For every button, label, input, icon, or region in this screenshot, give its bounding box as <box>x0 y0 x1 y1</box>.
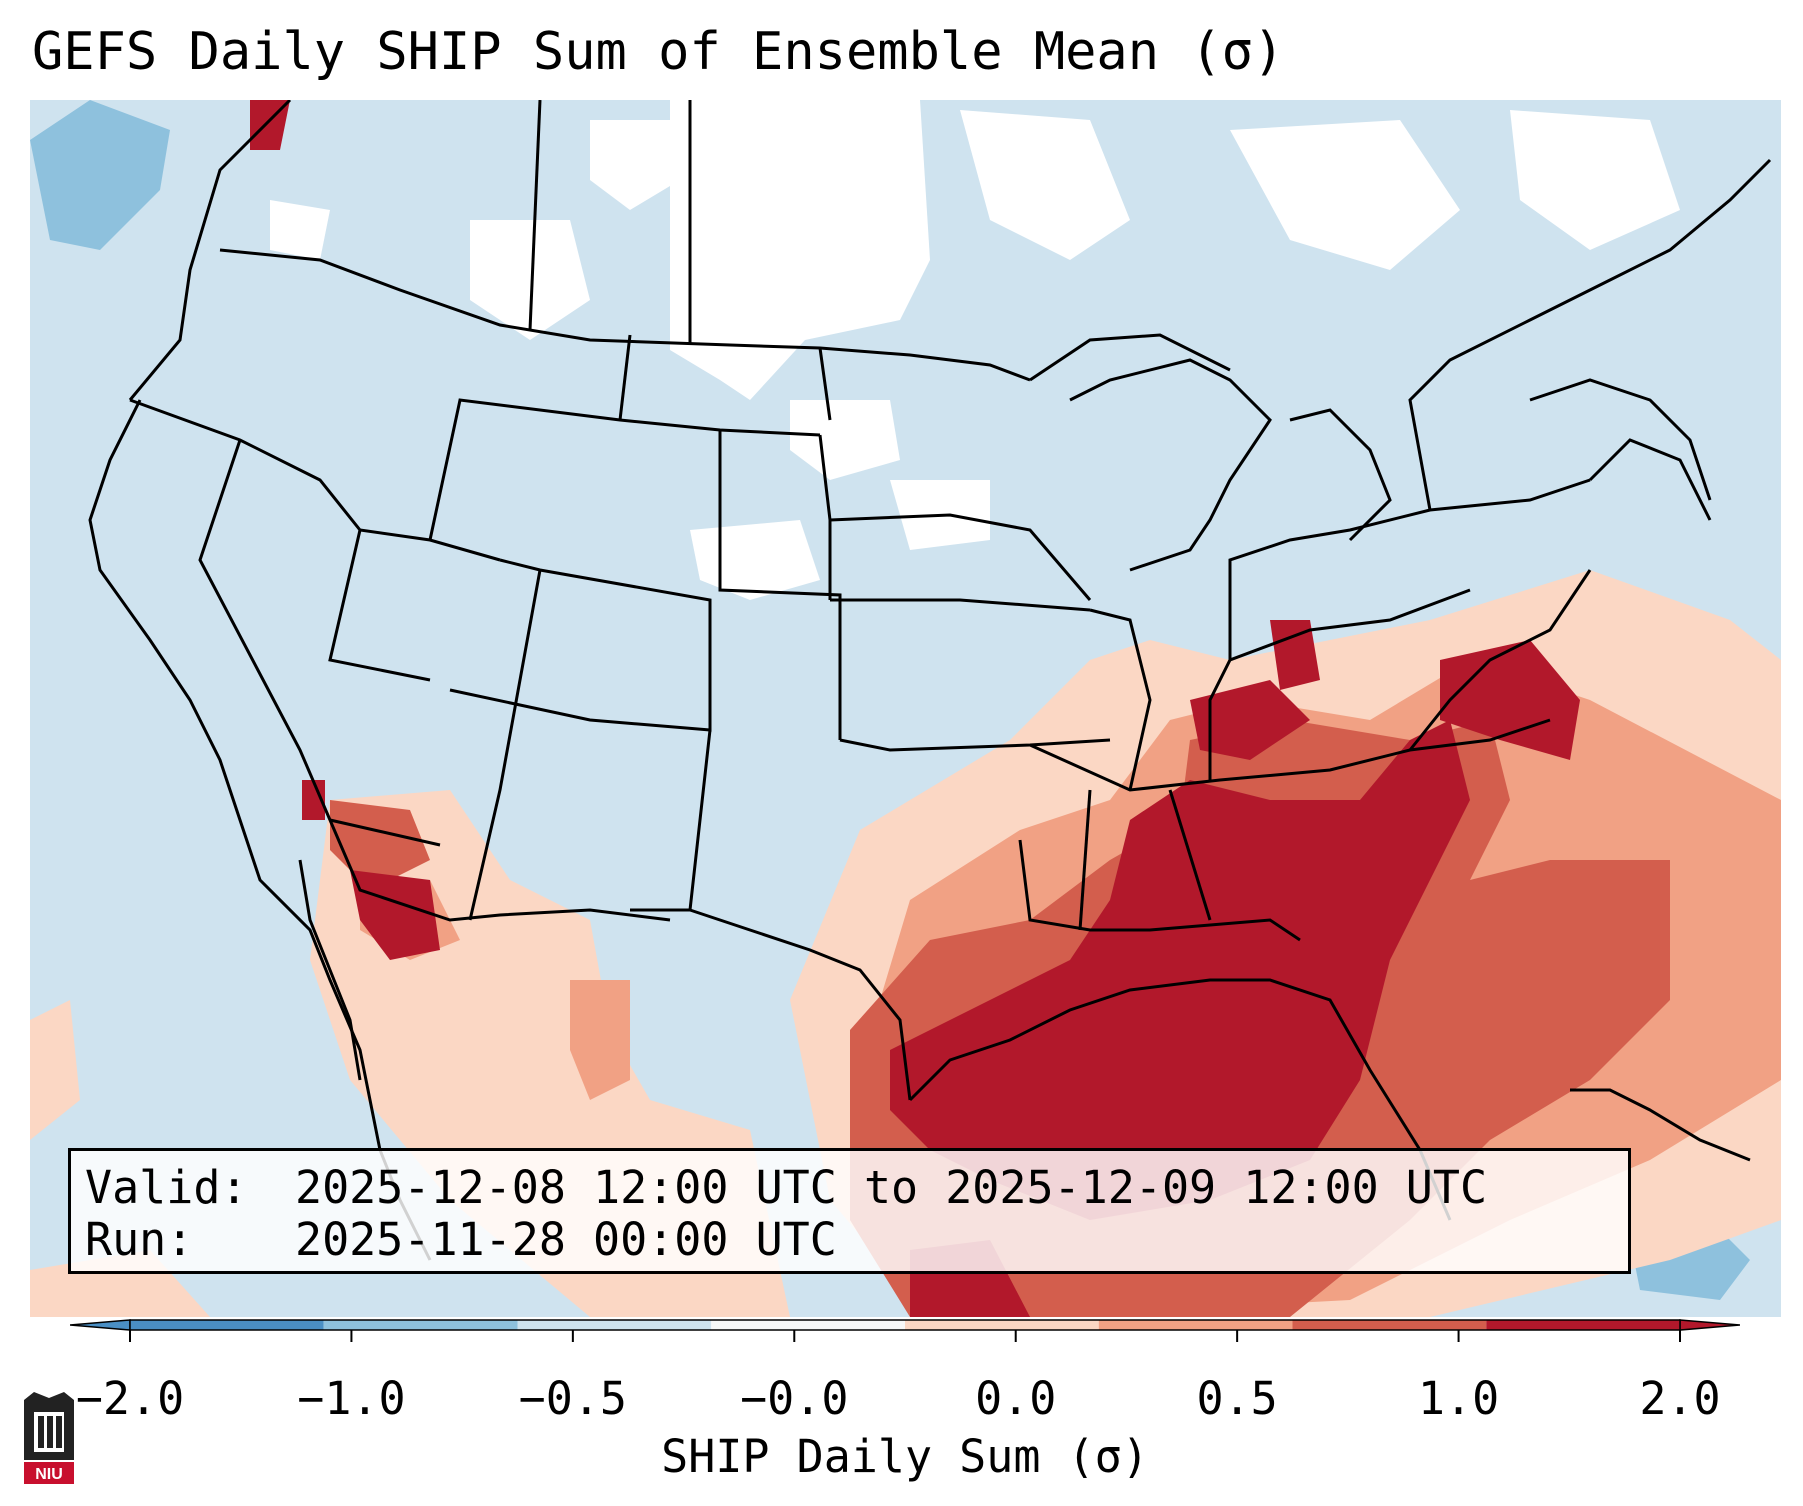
info-box: Valid: 2025-12-08 12:00 UTC to 2025-12-09… <box>68 1148 1631 1274</box>
colorbar-label: SHIP Daily Sum (σ) <box>661 1430 1149 1483</box>
colorbar-segment <box>1098 1320 1293 1330</box>
valid-label: Valid: <box>85 1161 248 1214</box>
colorbar-segment <box>1486 1320 1680 1330</box>
run-label: Run: <box>85 1213 194 1266</box>
positive-anomaly-above-2 <box>250 100 1580 1317</box>
valid-value: 2025-12-08 12:00 UTC to 2025-12-09 12:00… <box>295 1161 1488 1214</box>
colorbar-tick-label: 0.0 <box>975 1372 1057 1425</box>
colorbar-segment <box>517 1320 712 1330</box>
colorbar-tick-label: −0.0 <box>740 1372 849 1425</box>
colorbar: −2.0 −1.0 −0.5 −0.0 0.0 0.5 1.0 2.0 SHIP Daily … <box>70 1318 1740 1483</box>
colorbar-segment <box>323 1320 518 1330</box>
colorbar-tick-label: −1.0 <box>297 1372 406 1425</box>
colorbar-segment <box>1292 1320 1487 1330</box>
colorbar-segment <box>130 1320 324 1330</box>
colorbar-outline <box>129 1319 1681 1331</box>
valid-row: Valid: 2025-12-08 12:00 UTC to 2025-12-09… <box>85 1161 1487 1214</box>
colorbar-strip <box>70 1319 1740 1342</box>
coastline-and-borders <box>88 100 1772 1261</box>
map-panel <box>30 100 1781 1317</box>
run-value: 2025-11-28 00:00 UTC <box>295 1213 837 1266</box>
run-row: Run: 2025-11-28 00:00 UTC <box>85 1213 837 1266</box>
colorbar-tick-label: 1.0 <box>1417 1372 1500 1425</box>
colorbar-tick-label: 2.0 <box>1639 1372 1721 1425</box>
colorbar-segment <box>711 1320 905 1330</box>
colorbar-tick-label: −2.0 <box>75 1372 185 1425</box>
colorbar-segment <box>905 1320 1099 1330</box>
niu-logo: NIU <box>24 1392 74 1484</box>
map-title: GEFS Daily SHIP Sum of Ensemble Mean (σ) <box>32 22 1285 82</box>
colorbar-extend-high <box>1679 1319 1740 1331</box>
colorbar-extend-low <box>70 1319 131 1331</box>
near-zero-region <box>270 100 1680 600</box>
colorbar-tick-label: −0.5 <box>518 1372 628 1425</box>
colorbar-tick-label: 0.5 <box>1196 1372 1278 1425</box>
map-canvas <box>30 100 1781 1317</box>
logo-text: NIU <box>35 1466 63 1483</box>
